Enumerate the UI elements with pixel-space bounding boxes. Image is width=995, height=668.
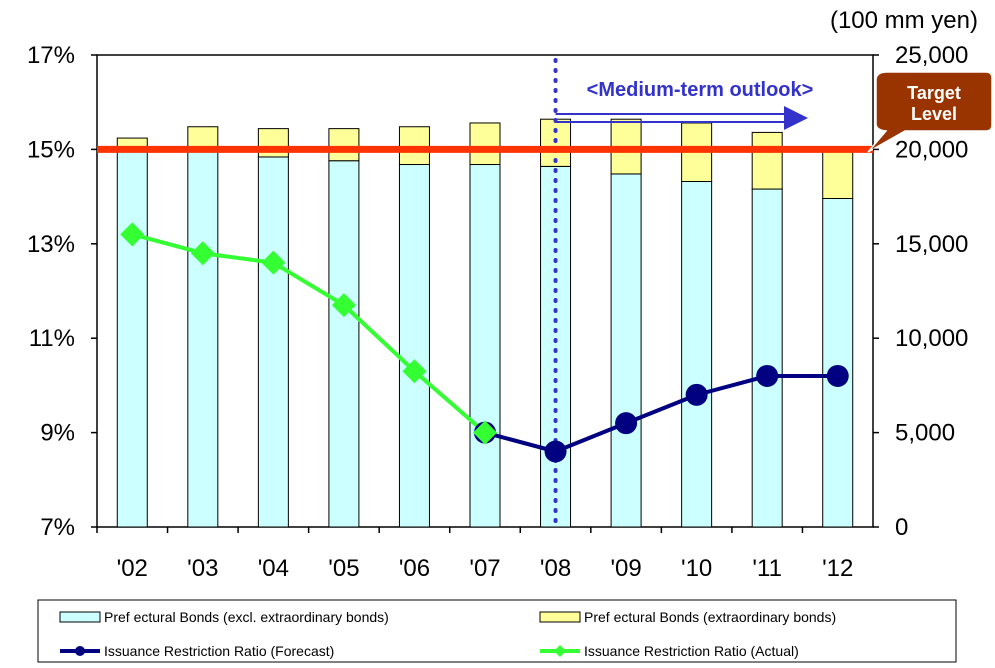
- right-axis-tick-label: 25,000: [895, 42, 968, 69]
- legend-label-forecast: Issuance Restriction Ratio (Forecast): [104, 643, 334, 659]
- actual-line: [131, 232, 487, 435]
- legend-label-actual: Issuance Restriction Ratio (Actual): [584, 643, 799, 659]
- right-axis-tick-label: 0: [895, 514, 908, 541]
- actual-point: [331, 293, 356, 318]
- bar-bonds-excl: [187, 148, 219, 528]
- axes-layer: 7% 9% 11% 13% 15% 17% 0 5,000 10,000 15,000 20,000…: [27, 42, 968, 582]
- bar-bonds-extra: [751, 131, 783, 190]
- x-axis-tick-label: '03: [187, 555, 218, 582]
- legend-frame: [37, 599, 957, 663]
- x-axis-tick-label: '06: [399, 555, 430, 582]
- legend-marker-actual: [554, 645, 566, 657]
- x-axis-tick-label: '02: [117, 555, 148, 582]
- bar-bonds-excl: [398, 164, 430, 528]
- actual-point: [120, 222, 145, 247]
- left-axis-tick-label: 17%: [27, 42, 75, 69]
- legend: Pref ectural Bonds (excl. extraordinary …: [37, 599, 957, 663]
- legend-label-bonds-excl: Pref ectural Bonds (excl. extraordinary …: [104, 609, 389, 625]
- forecast-point: [756, 364, 779, 387]
- bar-bonds-excl: [328, 160, 360, 528]
- x-axis-tick-label: '11: [752, 555, 782, 582]
- left-axis-tick-label: 7%: [40, 514, 75, 541]
- legend-marker-forecast: [75, 646, 85, 656]
- forecast-point: [826, 364, 849, 387]
- target-level-label-line1: Target: [907, 83, 961, 103]
- actual-point: [473, 420, 497, 445]
- bar-bonds-excl: [116, 148, 148, 528]
- outlook-label: <Medium-term outlook>: [587, 79, 814, 101]
- legend-label-bonds-extra: Pref ectural Bonds (extraordinary bonds): [584, 609, 836, 625]
- bar-bonds-excl: [610, 173, 642, 528]
- x-axis-tick-label: '05: [328, 555, 359, 582]
- forecast-point: [615, 412, 638, 435]
- lines-layer: [120, 222, 849, 463]
- x-axis-tick-label: '07: [469, 555, 500, 582]
- actual-point: [190, 241, 215, 266]
- x-axis-tick-label: '12: [822, 555, 853, 582]
- actual-point: [402, 359, 427, 384]
- target-level-label-line2: Level: [911, 104, 957, 124]
- legend-swatch-bonds-excl: [59, 611, 101, 623]
- x-axis-tick-label: '09: [610, 555, 641, 582]
- left-axis-tick-label: 11%: [29, 325, 75, 352]
- forecast-line: [484, 373, 838, 454]
- bar-bonds-excl: [822, 197, 854, 528]
- actual-point: [261, 250, 286, 275]
- right-axis-unit-label: (100 mm yen): [830, 7, 978, 34]
- left-axis-tick-label: 15%: [27, 136, 75, 163]
- legend-swatch-bonds-extra: [539, 611, 581, 623]
- right-axis-tick-label: 20,000: [895, 136, 968, 163]
- forecast-point: [685, 383, 708, 406]
- bar-bonds-extra: [328, 128, 360, 162]
- outlook-arrow-head: [784, 106, 808, 130]
- x-axis-tick-label: '10: [681, 555, 712, 582]
- target-level-callout: [867, 71, 993, 153]
- bar-bonds-excl: [751, 188, 783, 528]
- bar-bonds-extra: [398, 126, 430, 166]
- right-axis-tick-label: 10,000: [895, 325, 968, 352]
- bar-bonds-excl: [257, 156, 289, 528]
- left-axis-tick-label: 13%: [27, 231, 75, 258]
- left-axis-tick-label: 9%: [40, 420, 75, 447]
- right-axis-tick-label: 15,000: [895, 231, 968, 258]
- x-axis-tick-label: '08: [540, 555, 571, 582]
- forecast-point: [544, 440, 567, 463]
- bar-bonds-excl: [681, 180, 713, 528]
- right-axis-tick-label: 5,000: [895, 420, 955, 447]
- bar-bonds-extra: [469, 122, 501, 166]
- x-axis-tick-label: '04: [258, 555, 289, 582]
- bar-bonds-excl: [469, 164, 501, 528]
- bar-bonds-extra: [822, 150, 854, 199]
